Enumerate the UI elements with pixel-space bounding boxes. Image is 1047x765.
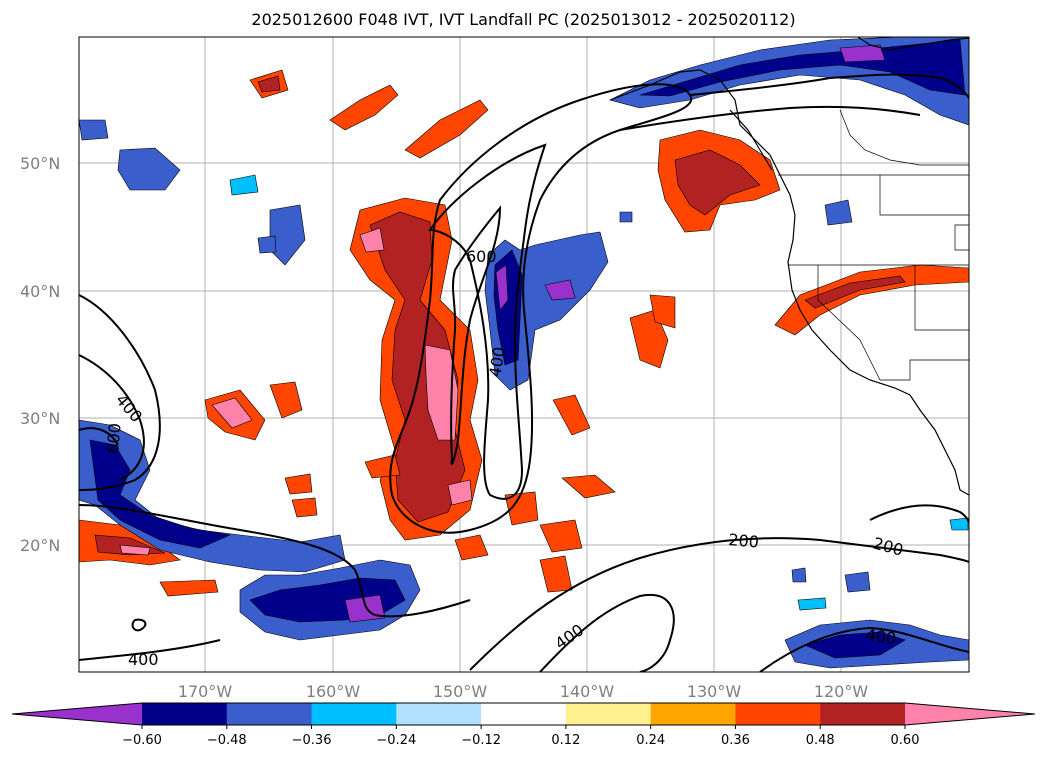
colorbar-tick-label: 0.48 xyxy=(806,733,835,748)
lat-label: 40°N xyxy=(20,282,60,301)
negative-pc-shading xyxy=(79,37,969,669)
colorbar-tick-label: −0.24 xyxy=(376,733,416,748)
lon-label: 120°W xyxy=(814,682,869,701)
lon-label: 170°W xyxy=(178,682,233,701)
colorbar-segment xyxy=(650,703,736,725)
contour-label: 200 xyxy=(728,530,760,552)
colorbar-tick-label: 0.12 xyxy=(551,733,580,748)
contour-label: 600 xyxy=(103,422,125,454)
colorbar-segment xyxy=(481,703,567,725)
colorbar-segment xyxy=(142,703,228,725)
lat-label: 50°N xyxy=(20,154,60,173)
colorbar-segment xyxy=(226,703,313,725)
coastlines xyxy=(609,37,969,496)
positive-pc-shading xyxy=(79,69,969,597)
colorbar-tick-label: −0.12 xyxy=(461,733,501,748)
colorbar-segment xyxy=(735,703,821,725)
colorbar-tick-label: −0.60 xyxy=(122,733,162,748)
colorbar-segment xyxy=(311,703,397,725)
lon-label: 150°W xyxy=(433,682,488,701)
lon-label: 140°W xyxy=(560,682,615,701)
lat-label: 20°N xyxy=(20,536,60,555)
map-title: 2025012600 F048 IVT, IVT Landfall PC (20… xyxy=(251,10,796,29)
colorbar-tick-label: 0.24 xyxy=(636,733,665,748)
contour-label: 400 xyxy=(864,625,897,648)
contour-label: 400 xyxy=(128,650,159,669)
lon-label: 130°W xyxy=(687,682,742,701)
colorbar-tick-label: −0.36 xyxy=(292,733,332,748)
ivt-contours xyxy=(79,73,969,672)
lat-label: 30°N xyxy=(20,409,60,428)
colorbar-tick-label: 0.60 xyxy=(891,733,920,748)
map-frame xyxy=(78,36,970,673)
colorbar-segment xyxy=(396,703,482,725)
colorbar-extend-max xyxy=(905,703,1035,725)
colorbar-extend-min xyxy=(12,703,142,725)
colorbar-tick-label: 0.36 xyxy=(721,733,750,748)
colorbar-tick-label: −0.48 xyxy=(207,733,247,748)
lon-label: 160°W xyxy=(306,682,361,701)
borders xyxy=(778,109,969,381)
contour-label: 600 xyxy=(466,247,497,266)
colorbar-segment xyxy=(565,703,652,725)
map-panel: 600 400 400 600 200 200 400 400 400 xyxy=(79,37,969,672)
colorbar: −0.60 −0.48 −0.36 −0.24 −0.12 0.12 0.24 0.36 0.4… xyxy=(11,702,1036,748)
colorbar-segment xyxy=(820,703,906,725)
